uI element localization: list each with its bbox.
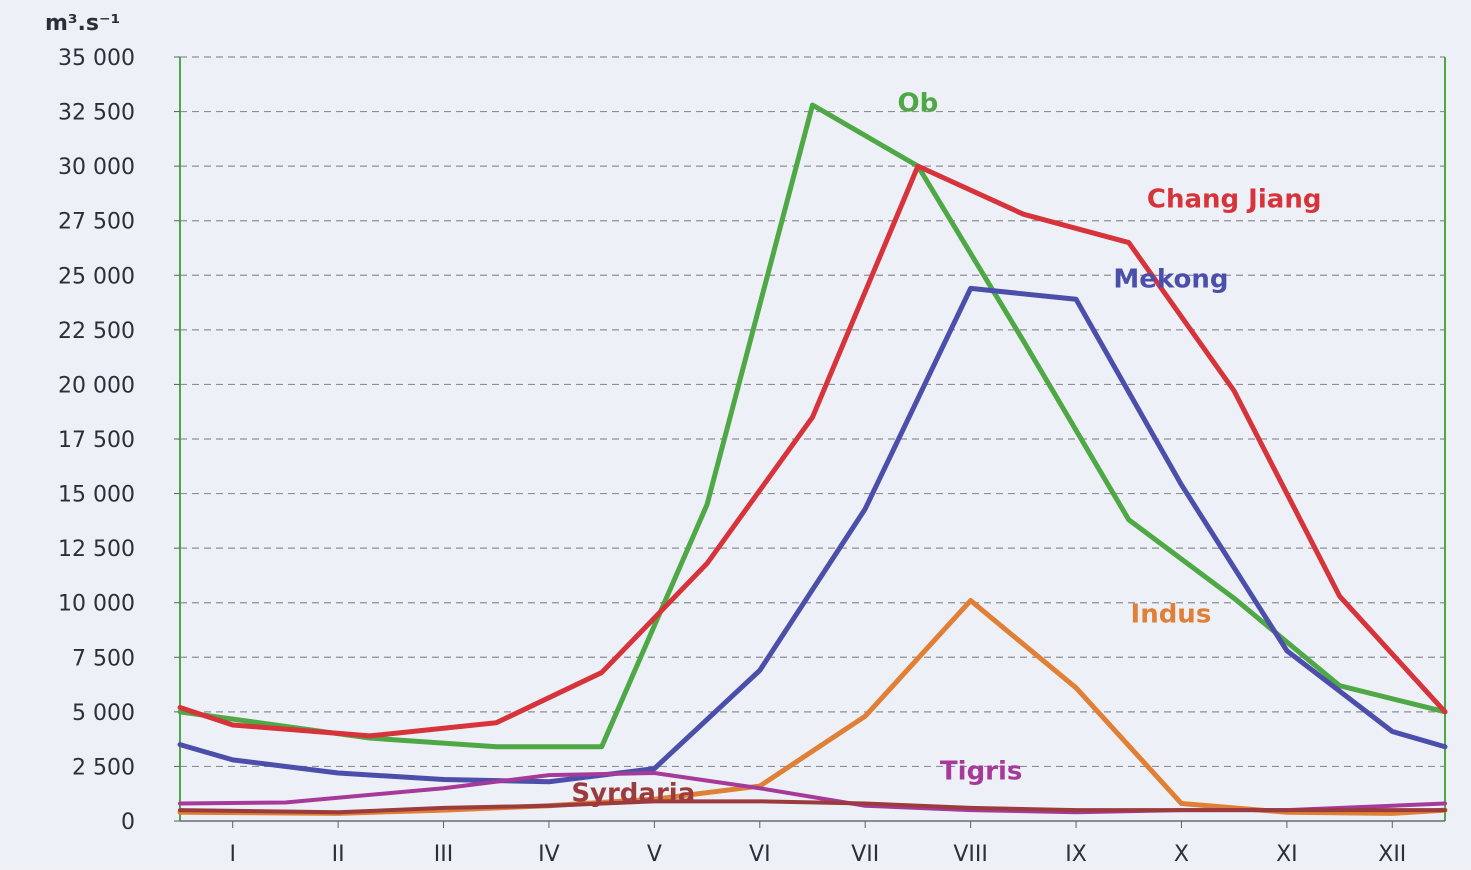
x-tick-label: X: [1174, 842, 1189, 866]
series-label-mekong: Mekong: [1113, 264, 1228, 294]
series-syrdaria-line: [178, 799, 1447, 815]
x-tick-label: XII: [1378, 842, 1406, 866]
x-tick-label: III: [434, 842, 453, 866]
series-layer: [177, 102, 1448, 816]
series-indus-line: [177, 598, 1448, 816]
y-tick-label: 35 000: [58, 46, 135, 71]
series-mekong-line: [177, 285, 1448, 785]
x-tick-labels: I II III IV V VI VII VIII IX X XI XII: [229, 821, 1406, 867]
y-tick-label: 30 000: [58, 155, 135, 180]
x-tick-label: VI: [749, 842, 771, 866]
series-ob-line: [177, 102, 1448, 750]
series-chang-jiang-line: [177, 163, 1448, 739]
y-tick-label: 7 500: [72, 646, 135, 671]
y-tick-label: 5 000: [72, 701, 135, 726]
series-label-tigris: Tigris: [940, 757, 1022, 787]
x-tick-label: XI: [1276, 842, 1298, 866]
x-tick-label: V: [647, 842, 662, 866]
y-tick-labels: 0 2 500 5 000 7 500 10 000 12 500 15 000 17 500…: [58, 46, 180, 835]
y-axis-unit-label: m³.s⁻¹: [45, 11, 120, 36]
series-labels: Ob Chang Jiang Mekong Indus Tigris Syrdaria: [571, 89, 1321, 809]
x-tick-label: IV: [538, 842, 560, 866]
y-tick-label: 25 000: [58, 264, 135, 289]
x-tick-label: VIII: [953, 842, 988, 866]
y-tick-label: 10 000: [58, 592, 135, 617]
y-tick-label: 32 500: [58, 101, 135, 126]
y-tick-label: 2 500: [72, 755, 135, 780]
y-tick-label: 0: [121, 810, 135, 835]
y-tick-label: 27 500: [58, 210, 135, 235]
x-tick-label: II: [332, 842, 345, 866]
y-tick-label: 12 500: [58, 537, 135, 562]
series-label-syrdaria: Syrdaria: [571, 778, 695, 808]
y-tick-label: 17 500: [58, 428, 135, 453]
y-tick-label: 22 500: [58, 319, 135, 344]
series-label-indus: Indus: [1131, 599, 1212, 629]
x-tick-label: VII: [851, 842, 879, 866]
y-tick-label: 15 000: [58, 483, 135, 508]
grid-layer: [180, 56, 1445, 768]
series-label-ob: Ob: [898, 89, 939, 119]
y-tick-label: 20 000: [58, 373, 135, 398]
x-tick-label: IX: [1065, 842, 1087, 866]
series-label-chang-jiang: Chang Jiang: [1147, 185, 1322, 215]
x-tick-label: I: [229, 842, 236, 866]
